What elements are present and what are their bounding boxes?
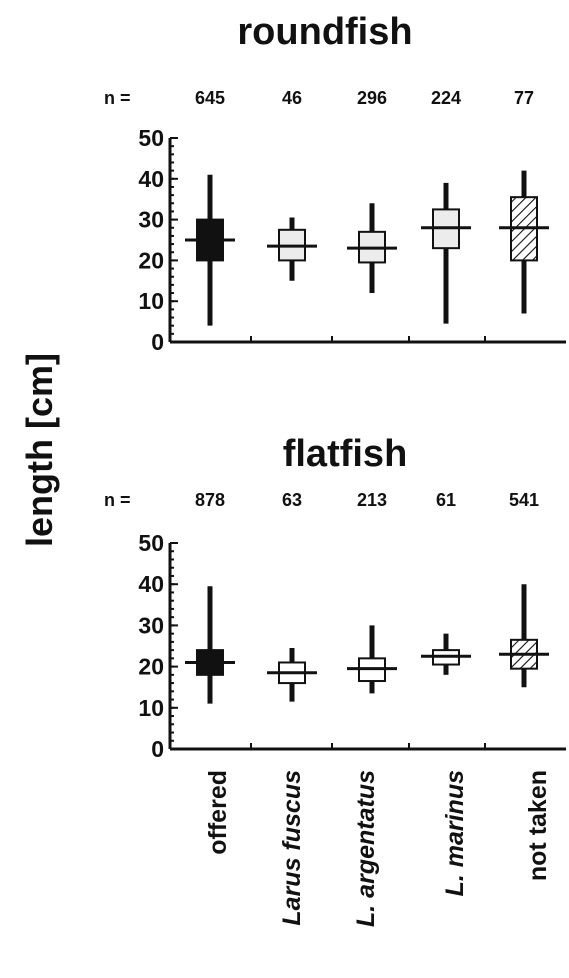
y-tick-label: 10 xyxy=(138,288,164,314)
n-value-label: 46 xyxy=(282,88,302,108)
y-tick-label: 50 xyxy=(138,125,164,151)
n-value-label: 541 xyxy=(509,490,539,510)
roundfish-panel: roundfish n = 0 10 20 30 40 50 645 46 296 224 77 xyxy=(104,11,566,355)
y-axis-label: length [cm] xyxy=(19,353,60,547)
y-tick-label: 0 xyxy=(151,329,164,355)
flatfish-title: flatfish xyxy=(283,433,408,475)
category-label-l-argentatus: L. argentatus xyxy=(352,770,380,927)
roundfish-n-prefix: n = xyxy=(104,88,131,108)
category-label-l-marinus: L. marinus xyxy=(441,770,469,897)
category-label-not-taken: not taken xyxy=(524,770,552,881)
y-tick-label: 30 xyxy=(138,612,164,638)
n-value-label: 63 xyxy=(282,490,302,510)
n-value-label: 224 xyxy=(431,88,461,108)
n-value-label: 878 xyxy=(195,490,225,510)
n-value-label: 77 xyxy=(514,88,534,108)
y-tick-label: 40 xyxy=(138,571,164,597)
category-label-larus-fuscus: Larus fuscus xyxy=(278,770,306,926)
category-labels: offered Larus fuscus L. argentatus L. ma… xyxy=(204,770,552,927)
n-value-label: 296 xyxy=(357,88,387,108)
y-tick-label: 20 xyxy=(138,247,164,273)
y-tick-label: 40 xyxy=(138,166,164,192)
flatfish-n-prefix: n = xyxy=(104,490,131,510)
n-value-label: 213 xyxy=(357,490,387,510)
roundfish-title: roundfish xyxy=(237,11,412,53)
n-value-label: 61 xyxy=(436,490,456,510)
y-tick-label: 10 xyxy=(138,695,164,721)
y-tick-label: 50 xyxy=(138,530,164,556)
y-tick-label: 0 xyxy=(151,736,164,762)
n-value-label: 645 xyxy=(195,88,225,108)
category-label-offered: offered xyxy=(204,770,232,855)
flatfish-panel: flatfish n = 0 10 20 30 40 50 878 63 213 61 541 xyxy=(104,433,566,762)
y-tick-label: 20 xyxy=(138,654,164,680)
y-tick-label: 30 xyxy=(138,207,164,233)
